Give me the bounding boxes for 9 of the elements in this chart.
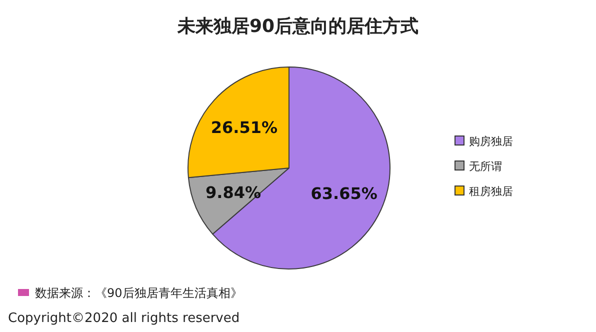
source-note: 数据来源：《90后独居青年生活真相》 xyxy=(35,286,242,300)
legend-label: 无所谓 xyxy=(469,160,502,173)
data-label: 63.65% xyxy=(310,184,378,204)
legend-label: 购房独居 xyxy=(469,135,513,148)
data-label: 26.51% xyxy=(210,118,278,138)
data-label: 9.84% xyxy=(206,182,262,202)
text: Copyright©2020 all rights reserved xyxy=(8,311,240,326)
legend-label: 租房独居 xyxy=(469,185,513,198)
chart-title: 未来独居90后意向的居住方式 xyxy=(176,16,419,37)
